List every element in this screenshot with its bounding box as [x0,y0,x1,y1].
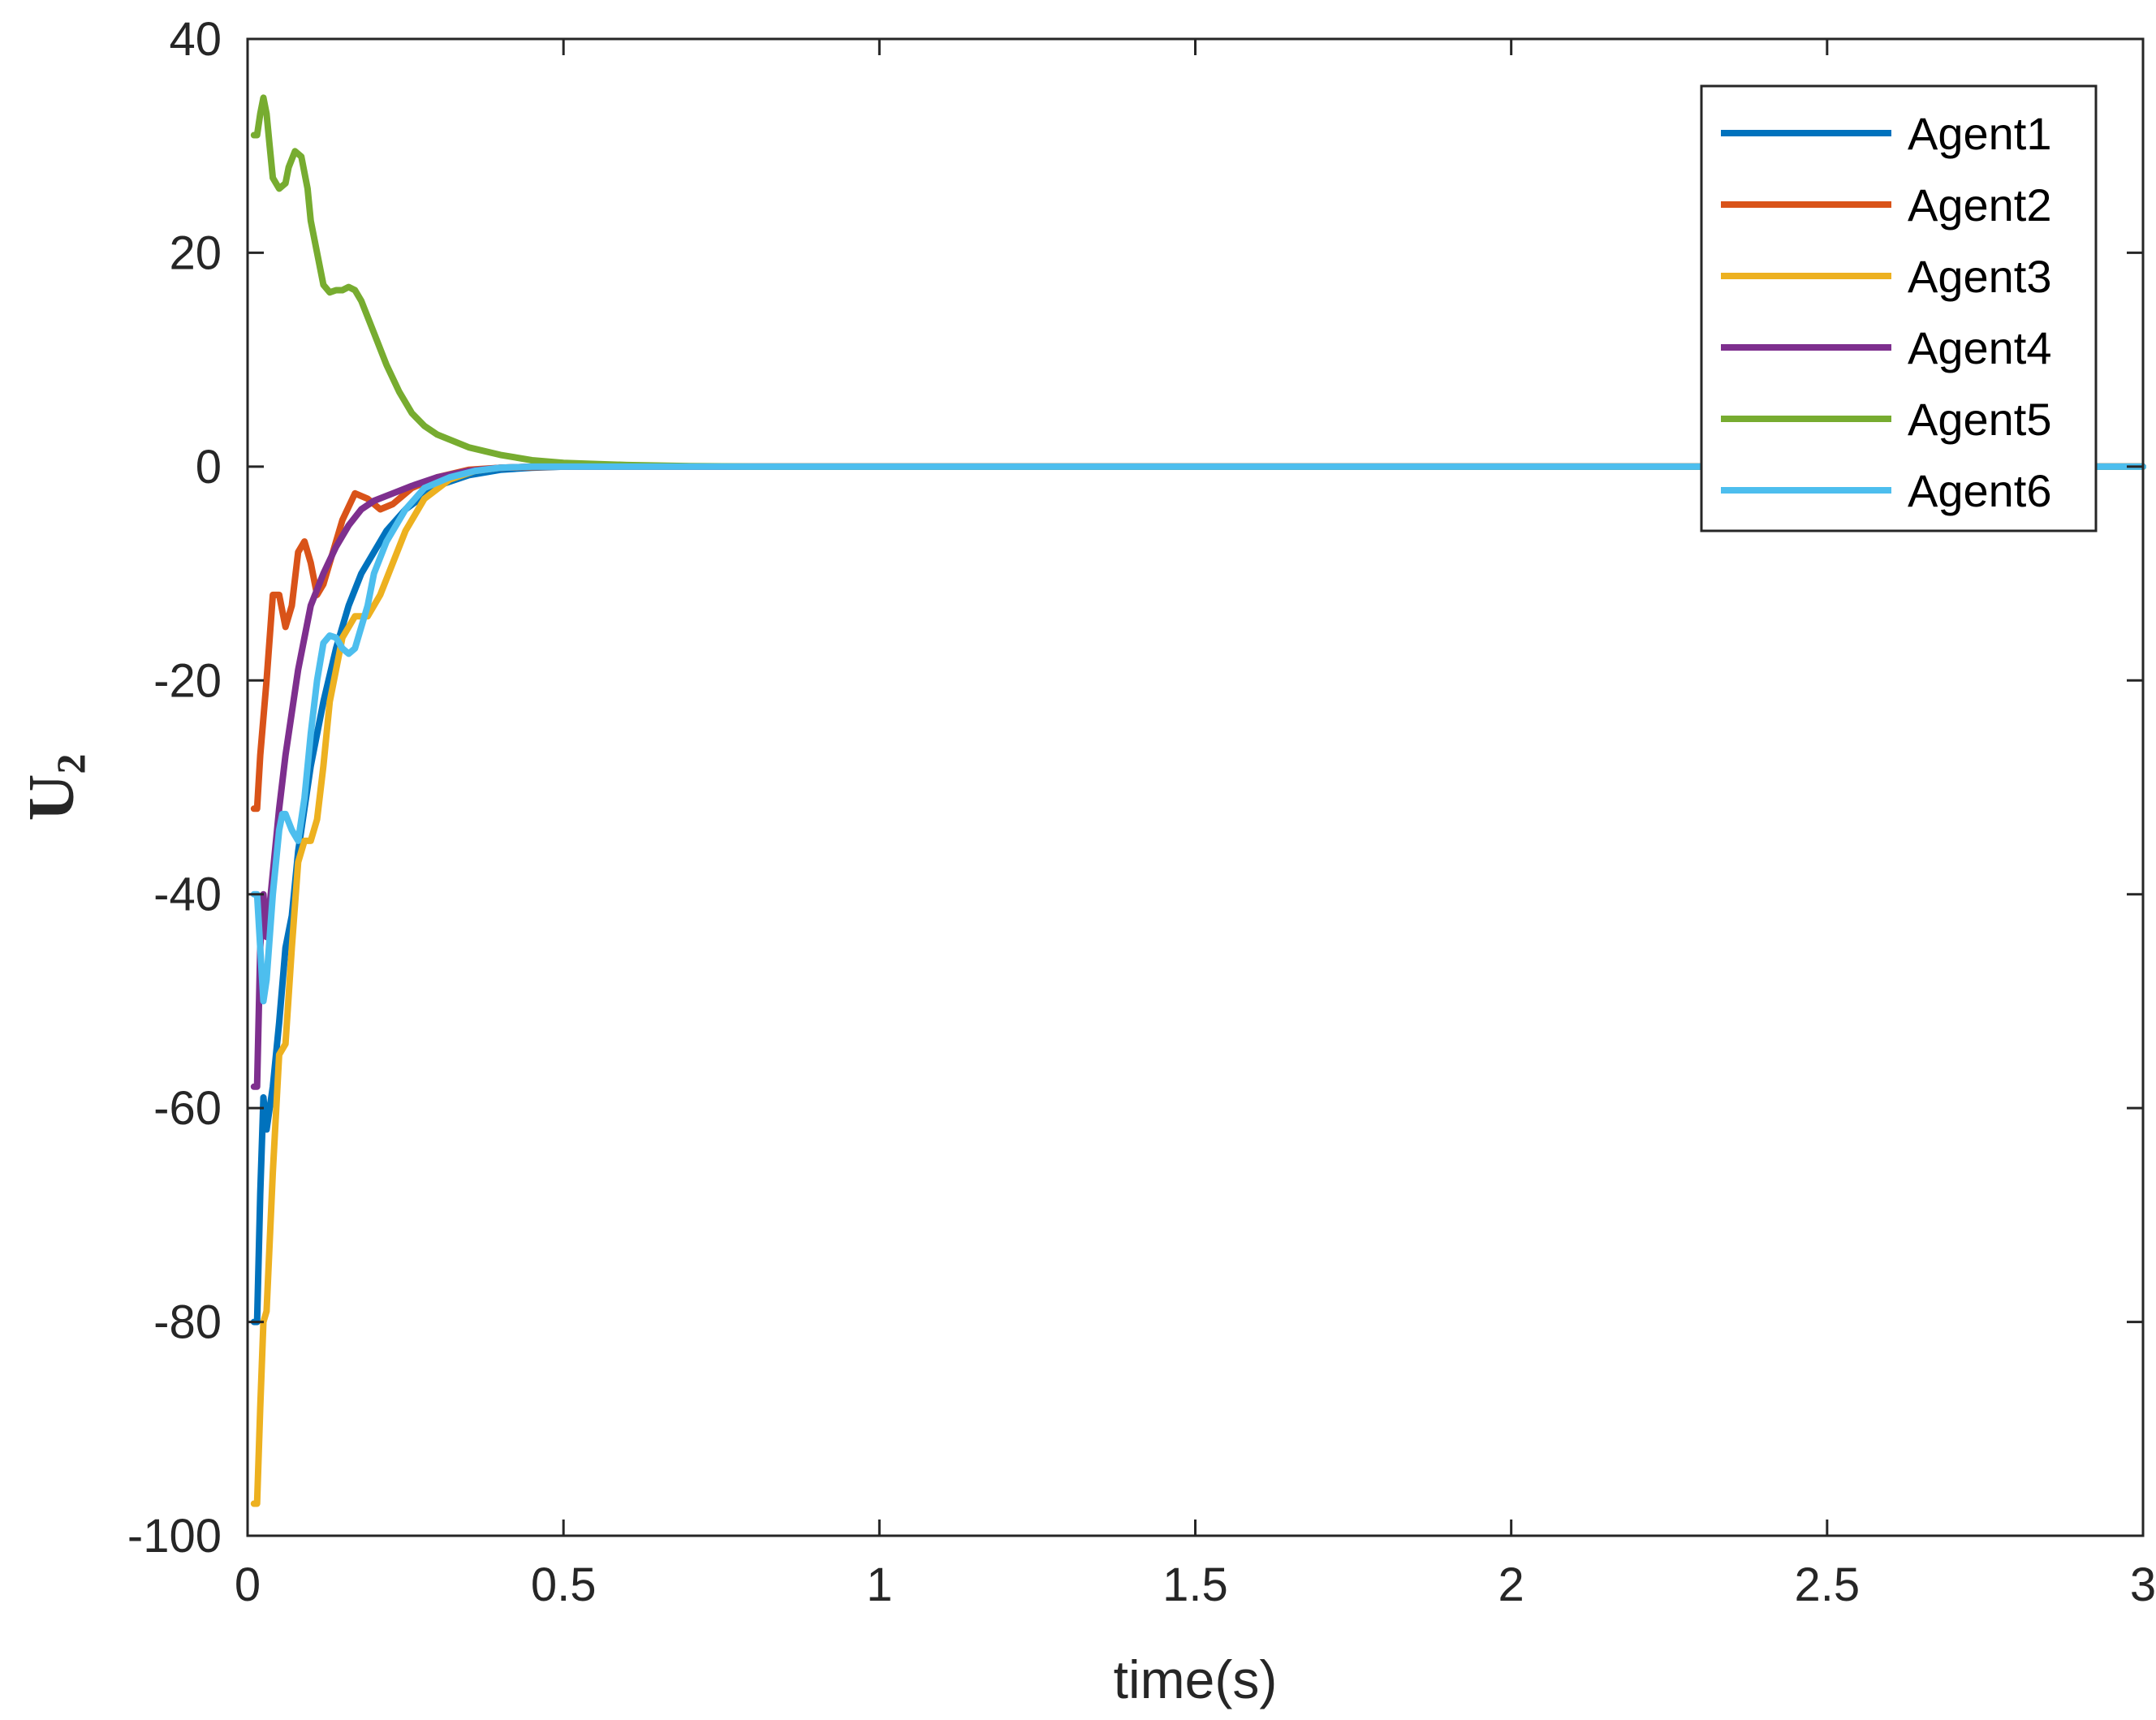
series-line-agent6 [250,463,2146,1005]
legend-box [1700,84,2098,532]
legend-label: Agent6 [1908,465,2052,516]
legend-label: Agent3 [1908,251,2052,302]
y-axis-label-main: U [16,774,88,821]
y-axis-label: U2 [16,754,93,821]
x-tick-label: 1 [866,1558,892,1611]
legend: Agent1 Agent2 Agent3 Agent4 Agent5 Agent6 [1700,84,2098,532]
x-axis-label: time(s) [1114,1649,1278,1709]
y-tick-label: -40 [153,869,222,921]
x-tick-label: 2.5 [1795,1558,1861,1611]
y-tick-label: -20 [153,654,222,707]
x-tick-label: 0.5 [531,1558,597,1611]
legend-label: Agent1 [1908,108,2052,159]
x-tick-label: 2 [1498,1558,1524,1611]
y-tick-label: 40 [169,13,222,66]
legend-label: Agent5 [1908,394,2052,445]
y-tick-label: 20 [169,226,222,279]
axis-ticks [246,37,2145,1537]
series-line-agent5 [250,94,2146,470]
x-tick-label: 0 [235,1558,261,1611]
y-tick-label: -80 [153,1296,222,1349]
legend-label: Agent2 [1908,179,2052,231]
y-axis-label-subscript: 2 [48,754,93,774]
x-tick-label: 3 [2130,1558,2156,1611]
y-tick-label: -60 [153,1082,222,1135]
axis-tick-labels: 0 0.5 1 1.5 2 2.5 3 -100 -80 -60 -40 -20 0 20 40 [127,13,2156,1611]
x-tick-label: 1.5 [1162,1558,1228,1611]
series-layer [250,94,2146,1507]
y-tick-label: 0 [196,441,222,494]
legend-label: Agent4 [1908,322,2052,373]
y-tick-label: -100 [127,1510,222,1563]
